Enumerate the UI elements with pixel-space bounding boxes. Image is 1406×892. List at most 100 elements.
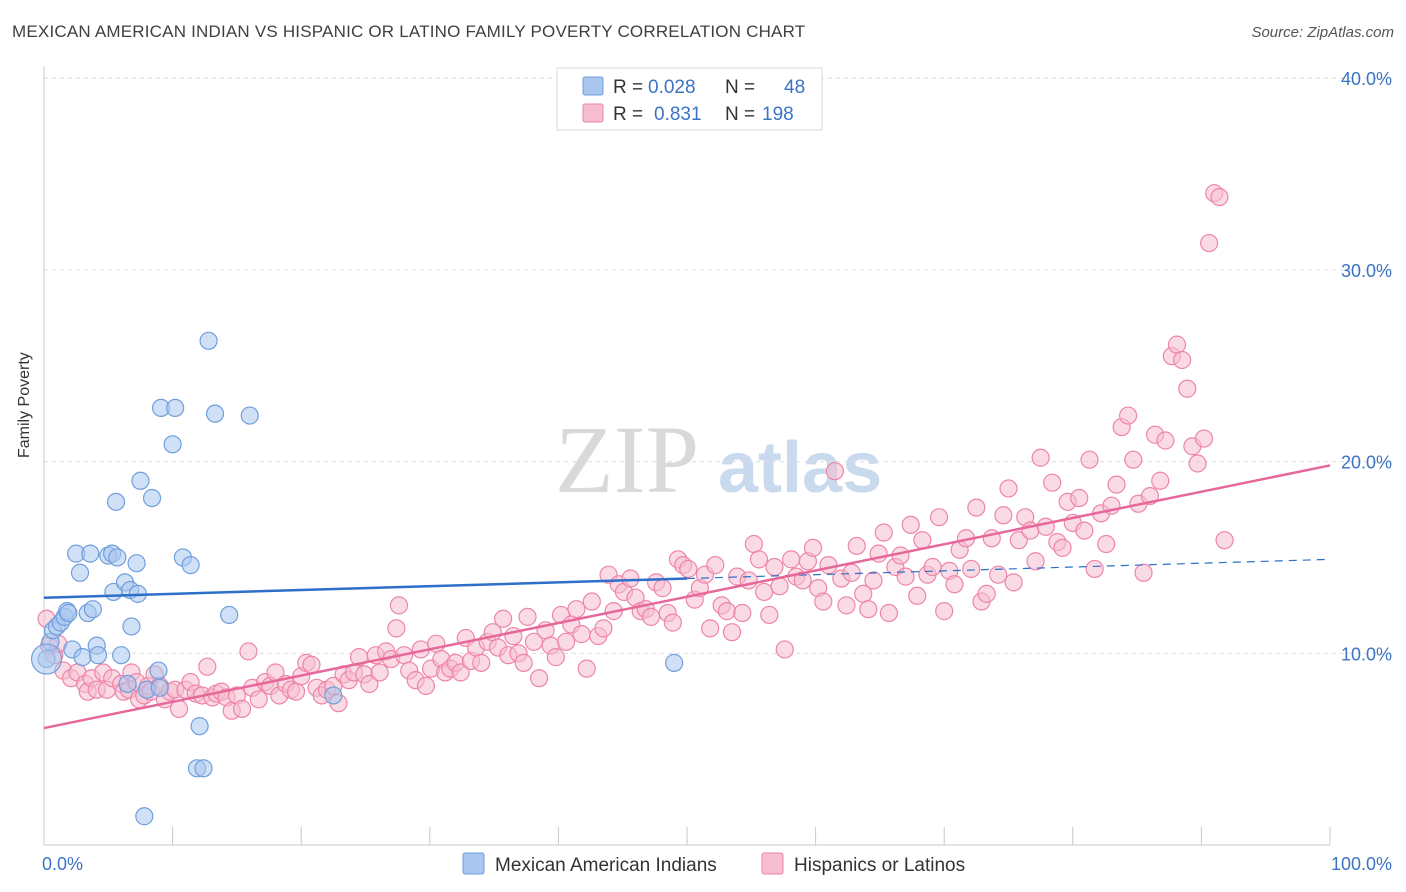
data-point: [994, 506, 1013, 525]
data-point: [837, 596, 856, 615]
data-point: [594, 619, 613, 638]
data-point: [760, 605, 779, 625]
data-point: [387, 619, 406, 638]
data-point: [913, 531, 932, 550]
data-point: [842, 563, 861, 582]
data-point: [1156, 431, 1175, 450]
data-point: [1173, 350, 1192, 370]
data-point: [935, 602, 954, 621]
data-point: [1031, 448, 1050, 467]
data-point: [142, 488, 162, 508]
data-point: [83, 600, 102, 619]
data-point: [1004, 573, 1023, 592]
data-point: [1043, 473, 1062, 492]
data-point: [653, 579, 672, 598]
bottom-legend-swatch-blue: [462, 852, 485, 875]
bottom-legend: Mexican American Indians Hispanics or La…: [462, 852, 965, 876]
data-point: [765, 557, 784, 577]
data-point: [324, 686, 343, 705]
data-point: [370, 663, 389, 682]
data-point: [166, 398, 185, 418]
watermark-atlas: atlas: [718, 428, 882, 508]
bottom-legend-swatch-pink: [761, 852, 784, 875]
data-point: [901, 515, 920, 534]
data-point: [514, 653, 533, 672]
data-point: [472, 653, 491, 672]
data-point: [112, 646, 131, 665]
data-point: [641, 607, 661, 626]
data-point: [879, 603, 899, 623]
data-point: [239, 642, 258, 661]
data-point: [240, 406, 259, 425]
data-point: [135, 807, 154, 826]
legend-r-label-pink: R =: [613, 104, 643, 125]
data-point: [198, 657, 217, 676]
legend-n-value-blue: 48: [784, 77, 805, 98]
tick-labels: 10.0% 20.0% 30.0% 40.0% 0.0% 100.0%: [42, 69, 1392, 874]
y-tick-label: 30.0%: [1341, 261, 1392, 281]
legend-n-label-blue: N =: [725, 77, 755, 98]
data-point: [205, 404, 225, 423]
data-point: [416, 676, 436, 695]
trend-lines: [43, 464, 1331, 730]
data-point: [1124, 450, 1143, 469]
y-tick-label: 40.0%: [1341, 69, 1392, 89]
data-point: [819, 556, 838, 575]
data-point: [286, 682, 306, 701]
data-point: [546, 648, 565, 667]
data-point: [1085, 559, 1104, 579]
data-point: [1151, 471, 1170, 490]
data-point: [220, 605, 239, 625]
bottom-legend-label-pink: Hispanics or Latinos: [794, 855, 965, 876]
data-point: [582, 592, 601, 611]
trend-line-blue-dashed: [686, 558, 1331, 580]
data-point: [896, 567, 915, 586]
data-point: [1118, 406, 1138, 425]
data-point: [199, 331, 218, 350]
source-credit: Source: ZipAtlas.com: [1251, 24, 1394, 41]
data-point: [118, 674, 137, 694]
data-point: [679, 559, 698, 579]
data-point: [803, 538, 823, 557]
legend: R = 0.028 N = 48 R = 0.831 N = 198: [556, 67, 823, 131]
data-point: [557, 632, 576, 651]
data-point: [302, 655, 321, 674]
zipatlas-watermark: ZIP atlas: [555, 406, 882, 513]
data-point: [874, 523, 893, 542]
trend-line-pink: [43, 464, 1331, 730]
data-point: [1167, 335, 1187, 354]
data-point: [847, 536, 866, 556]
data-point: [122, 617, 141, 636]
data-point: [181, 556, 200, 575]
data-point: [775, 640, 794, 659]
data-point: [962, 559, 981, 579]
watermark-zip: ZIP: [555, 406, 699, 513]
data-point: [1070, 488, 1089, 508]
data-point: [722, 623, 742, 642]
data-point: [814, 592, 833, 611]
data-point: [88, 646, 108, 665]
data-point: [1097, 534, 1116, 554]
data-point: [733, 603, 752, 623]
data-point: [1194, 429, 1214, 448]
data-point: [929, 508, 949, 527]
x-tick-label: 0.0%: [42, 854, 83, 874]
data-point: [1134, 563, 1153, 582]
data-point: [1215, 531, 1234, 550]
data-point: [782, 550, 801, 569]
data-point: [864, 571, 883, 590]
chart-title: MEXICAN AMERICAN INDIAN VS HISPANIC OR L…: [12, 22, 806, 41]
data-point: [1107, 475, 1126, 494]
axes: [43, 66, 1331, 846]
legend-swatch-pink: [582, 103, 604, 123]
y-tick-label: 20.0%: [1341, 453, 1392, 473]
trend-line-blue: [43, 577, 688, 599]
data-point: [825, 462, 844, 481]
data-point: [1036, 517, 1055, 536]
data-point: [665, 653, 684, 672]
legend-r-label-blue: R =: [613, 77, 643, 98]
data-point: [131, 471, 150, 490]
data-point: [908, 586, 927, 605]
data-point: [1053, 538, 1072, 557]
